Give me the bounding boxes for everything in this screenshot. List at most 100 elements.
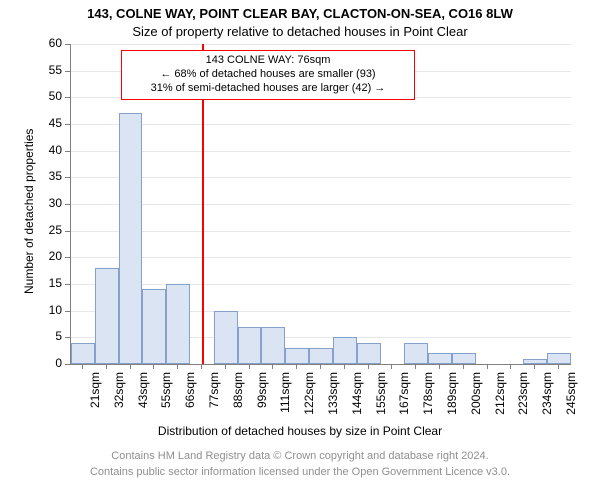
x-tick-mark bbox=[153, 364, 154, 369]
y-tick-mark bbox=[65, 124, 70, 125]
y-axis-title: Number of detached properties bbox=[22, 129, 36, 294]
x-tick-mark bbox=[320, 364, 321, 369]
y-tick-label: 5 bbox=[32, 329, 62, 343]
y-tick-mark bbox=[65, 204, 70, 205]
page-title-line1: 143, COLNE WAY, POINT CLEAR BAY, CLACTON… bbox=[0, 6, 600, 21]
x-tick-label: 167sqm bbox=[397, 372, 411, 452]
page-title-line2: Size of property relative to detached ho… bbox=[0, 24, 600, 39]
footer-line1: Contains HM Land Registry data © Crown c… bbox=[0, 450, 600, 462]
histogram-bar bbox=[357, 343, 381, 364]
annotation-line: 143 COLNE WAY: 76sqm bbox=[128, 54, 408, 68]
y-tick-label: 50 bbox=[32, 89, 62, 103]
x-tick-label: 155sqm bbox=[374, 372, 388, 452]
x-tick-mark bbox=[82, 364, 83, 369]
y-tick-label: 25 bbox=[32, 223, 62, 237]
x-tick-mark bbox=[391, 364, 392, 369]
x-tick-mark bbox=[415, 364, 416, 369]
histogram-bar bbox=[404, 343, 428, 364]
x-tick-mark bbox=[296, 364, 297, 369]
footer-line2: Contains public sector information licen… bbox=[0, 466, 600, 478]
grid-line bbox=[71, 177, 571, 178]
x-tick-label: 245sqm bbox=[564, 372, 578, 452]
x-tick-label: 200sqm bbox=[469, 372, 483, 452]
x-tick-mark bbox=[558, 364, 559, 369]
x-tick-label: 133sqm bbox=[326, 372, 340, 452]
x-tick-mark bbox=[510, 364, 511, 369]
x-tick-label: 212sqm bbox=[493, 372, 507, 452]
histogram-bar bbox=[119, 113, 143, 364]
y-tick-label: 60 bbox=[32, 36, 62, 50]
histogram-bar bbox=[261, 327, 285, 364]
histogram-bar bbox=[452, 353, 476, 364]
annotation-line: 31% of semi-detached houses are larger (… bbox=[128, 82, 408, 96]
x-tick-mark bbox=[130, 364, 131, 369]
grid-line bbox=[71, 44, 571, 45]
y-tick-label: 30 bbox=[32, 196, 62, 210]
y-tick-mark bbox=[65, 71, 70, 72]
y-tick-mark bbox=[65, 337, 70, 338]
x-tick-label: 178sqm bbox=[421, 372, 435, 452]
x-tick-mark bbox=[439, 364, 440, 369]
y-tick-mark bbox=[65, 231, 70, 232]
x-tick-label: 66sqm bbox=[183, 372, 197, 452]
grid-line bbox=[71, 284, 571, 285]
y-tick-mark bbox=[65, 97, 70, 98]
y-tick-mark bbox=[65, 151, 70, 152]
x-tick-label: 43sqm bbox=[136, 372, 150, 452]
histogram-bar bbox=[95, 268, 119, 364]
histogram-bar bbox=[71, 343, 95, 364]
x-tick-mark bbox=[201, 364, 202, 369]
histogram-bar bbox=[166, 284, 190, 364]
x-tick-label: 88sqm bbox=[231, 372, 245, 452]
histogram-bar bbox=[333, 337, 357, 364]
grid-line bbox=[71, 124, 571, 125]
x-tick-label: 77sqm bbox=[207, 372, 221, 452]
histogram-bar bbox=[309, 348, 333, 364]
y-tick-mark bbox=[65, 177, 70, 178]
y-tick-label: 0 bbox=[32, 356, 62, 370]
grid-line bbox=[71, 204, 571, 205]
x-tick-mark bbox=[225, 364, 226, 369]
x-tick-label: 21sqm bbox=[88, 372, 102, 452]
y-tick-label: 20 bbox=[32, 249, 62, 263]
histogram-bar bbox=[238, 327, 262, 364]
histogram-bar bbox=[547, 353, 571, 364]
x-tick-mark bbox=[487, 364, 488, 369]
y-tick-label: 10 bbox=[32, 303, 62, 317]
histogram-bar bbox=[285, 348, 309, 364]
x-tick-mark bbox=[534, 364, 535, 369]
x-tick-mark bbox=[177, 364, 178, 369]
x-tick-label: 234sqm bbox=[540, 372, 554, 452]
x-tick-mark bbox=[249, 364, 250, 369]
page: 143, COLNE WAY, POINT CLEAR BAY, CLACTON… bbox=[0, 0, 600, 500]
x-tick-mark bbox=[272, 364, 273, 369]
x-tick-label: 111sqm bbox=[278, 372, 292, 452]
y-tick-label: 15 bbox=[32, 276, 62, 290]
x-tick-label: 99sqm bbox=[255, 372, 269, 452]
x-tick-label: 122sqm bbox=[302, 372, 316, 452]
x-tick-mark bbox=[368, 364, 369, 369]
x-tick-label: 144sqm bbox=[350, 372, 364, 452]
grid-line bbox=[71, 151, 571, 152]
y-tick-label: 55 bbox=[32, 63, 62, 77]
y-tick-mark bbox=[65, 284, 70, 285]
y-tick-label: 35 bbox=[32, 169, 62, 183]
annotation-box: 143 COLNE WAY: 76sqm← 68% of detached ho… bbox=[121, 50, 415, 99]
x-tick-label: 32sqm bbox=[112, 372, 126, 452]
y-tick-label: 40 bbox=[32, 143, 62, 157]
x-tick-label: 55sqm bbox=[159, 372, 173, 452]
y-tick-mark bbox=[65, 44, 70, 45]
x-tick-label: 189sqm bbox=[445, 372, 459, 452]
y-tick-mark bbox=[65, 311, 70, 312]
y-tick-label: 45 bbox=[32, 116, 62, 130]
annotation-line: ← 68% of detached houses are smaller (93… bbox=[128, 68, 408, 82]
y-tick-mark bbox=[65, 257, 70, 258]
x-tick-label: 223sqm bbox=[516, 372, 530, 452]
histogram-bar bbox=[214, 311, 238, 364]
x-axis-title: Distribution of detached houses by size … bbox=[0, 424, 600, 438]
x-tick-mark bbox=[463, 364, 464, 369]
histogram-bar bbox=[428, 353, 452, 364]
y-tick-mark bbox=[65, 364, 70, 365]
chart-plot-area: 143 COLNE WAY: 76sqm← 68% of detached ho… bbox=[70, 44, 571, 365]
grid-line bbox=[71, 257, 571, 258]
